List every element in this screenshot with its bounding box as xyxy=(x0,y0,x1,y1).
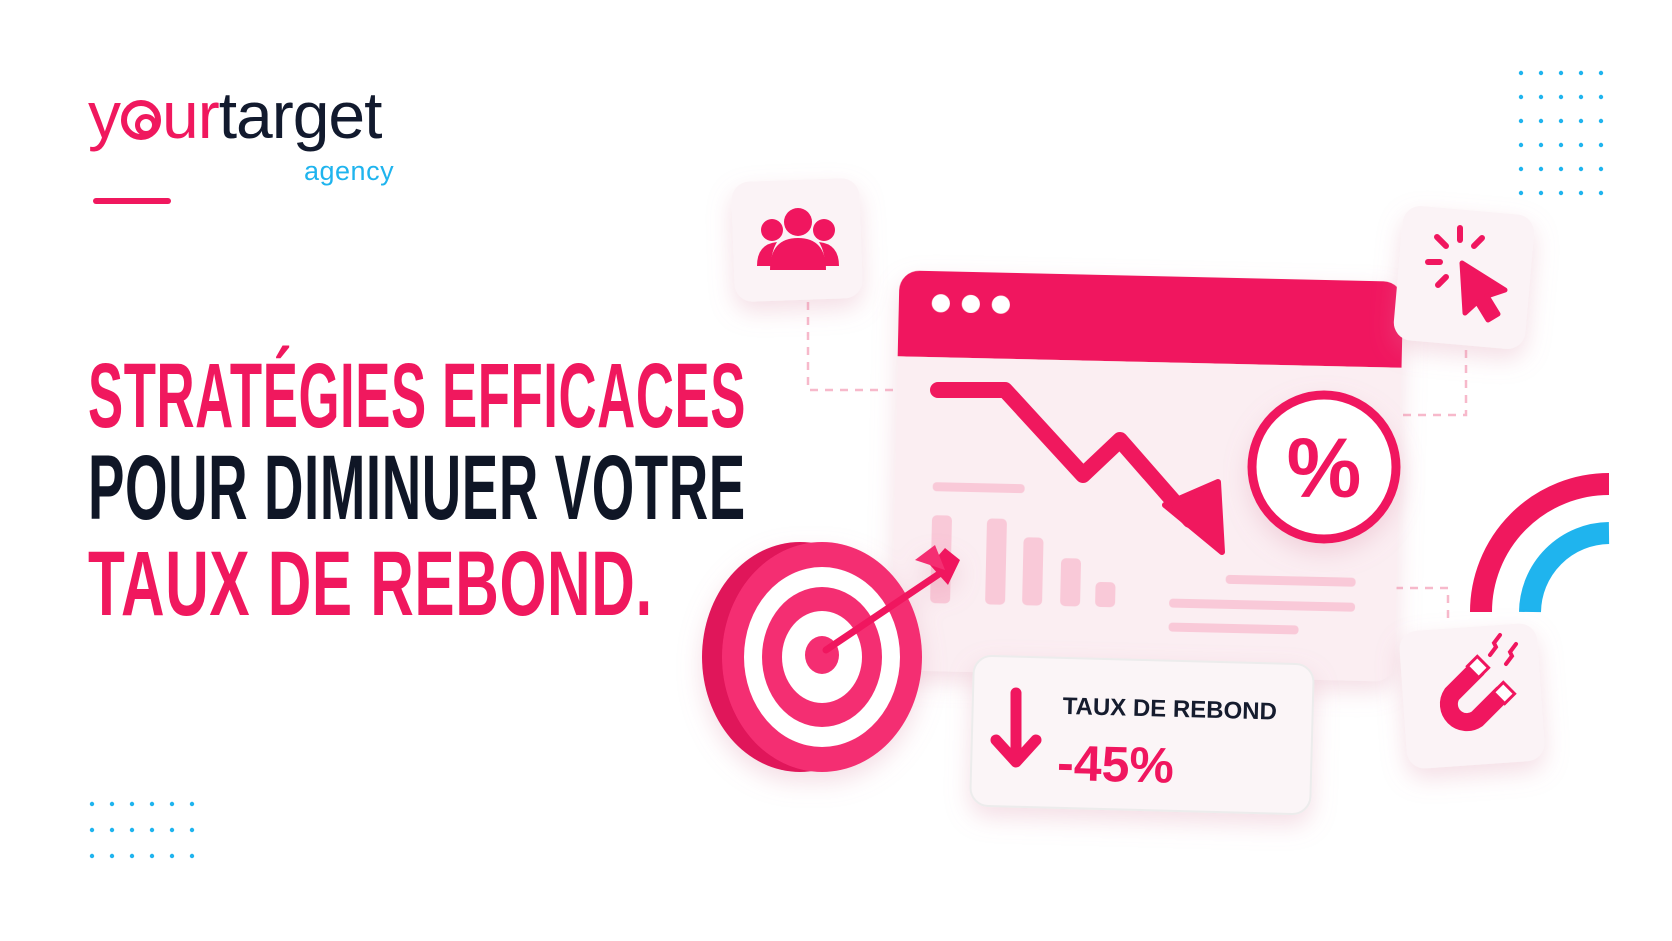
dot xyxy=(149,801,155,807)
cursor-icon-tile xyxy=(1393,206,1535,349)
dot xyxy=(1558,142,1564,148)
dot xyxy=(1598,118,1604,124)
dot xyxy=(1558,190,1564,196)
users-icon-tile xyxy=(731,178,863,302)
cursor-click-icon xyxy=(1425,225,1508,323)
dot xyxy=(1598,70,1604,76)
dot xyxy=(1538,118,1544,124)
dot xyxy=(109,827,115,833)
headline-line-1: STRATÉGIES EFFICACES xyxy=(88,345,746,447)
dot xyxy=(1518,94,1524,100)
rainbow-arcs-decor xyxy=(1470,473,1610,613)
magnet-icon xyxy=(1439,633,1518,732)
dot xyxy=(89,853,95,859)
dot xyxy=(129,801,135,807)
dot xyxy=(1538,142,1544,148)
dot xyxy=(1518,190,1524,196)
bar-chart-decor xyxy=(930,482,1356,635)
dot xyxy=(189,801,195,807)
logo-text-y: y xyxy=(88,78,121,152)
headline-line-2: POUR DIMINUER VOTRE xyxy=(88,437,746,539)
dot-grid-bottom-left xyxy=(89,801,195,859)
dot xyxy=(1578,118,1584,124)
dot xyxy=(1578,190,1584,196)
percent-badge: % xyxy=(1247,390,1401,544)
dot xyxy=(1598,142,1604,148)
dot xyxy=(1558,166,1564,172)
dot xyxy=(1578,70,1584,76)
dot xyxy=(1518,142,1524,148)
target-icon xyxy=(702,542,960,772)
dot xyxy=(1518,70,1524,76)
dot xyxy=(1578,142,1584,148)
logo-target-o-icon xyxy=(121,100,161,140)
dashed-connectors xyxy=(806,302,1468,625)
dot xyxy=(1598,166,1604,172)
dot xyxy=(1558,70,1564,76)
dot xyxy=(109,801,115,807)
dot xyxy=(149,827,155,833)
dot xyxy=(1518,118,1524,124)
logo-text-target: target xyxy=(218,78,383,152)
dot xyxy=(1538,190,1544,196)
dot xyxy=(189,853,195,859)
percent-symbol: % xyxy=(1287,421,1362,515)
dot xyxy=(1578,94,1584,100)
dot xyxy=(189,827,195,833)
magnet-icon-tile xyxy=(1399,623,1545,769)
dot xyxy=(1538,166,1544,172)
dot-grid-top-right xyxy=(1518,70,1604,196)
dot xyxy=(1518,166,1524,172)
logo-text-ur: ur xyxy=(162,78,220,152)
dot xyxy=(1538,94,1544,100)
accent-divider xyxy=(93,198,171,204)
dot xyxy=(129,827,135,833)
dot xyxy=(169,801,175,807)
dot xyxy=(109,853,115,859)
stat-value: -45% xyxy=(1057,735,1175,794)
dot xyxy=(1598,94,1604,100)
dot xyxy=(169,827,175,833)
trend-down-icon xyxy=(930,382,1225,555)
dot xyxy=(1558,118,1564,124)
logo-wordmark: y urtarget xyxy=(88,78,383,152)
arrow-down-icon xyxy=(990,687,1042,768)
dot xyxy=(1538,70,1544,76)
stat-label: TAUX DE REBOND xyxy=(1062,693,1277,726)
logo: y urtarget agency xyxy=(88,78,418,186)
dot xyxy=(1598,190,1604,196)
dot xyxy=(129,853,135,859)
users-icon xyxy=(757,208,839,270)
logo-subtitle: agency xyxy=(304,156,395,186)
dot xyxy=(169,853,175,859)
stat-card: TAUX DE REBOND -45% xyxy=(969,655,1315,815)
headline-line-3: TAUX DE REBOND. xyxy=(88,533,653,635)
dot xyxy=(89,827,95,833)
dot xyxy=(1558,94,1564,100)
dot xyxy=(149,853,155,859)
dot xyxy=(89,801,95,807)
dot xyxy=(1578,166,1584,172)
